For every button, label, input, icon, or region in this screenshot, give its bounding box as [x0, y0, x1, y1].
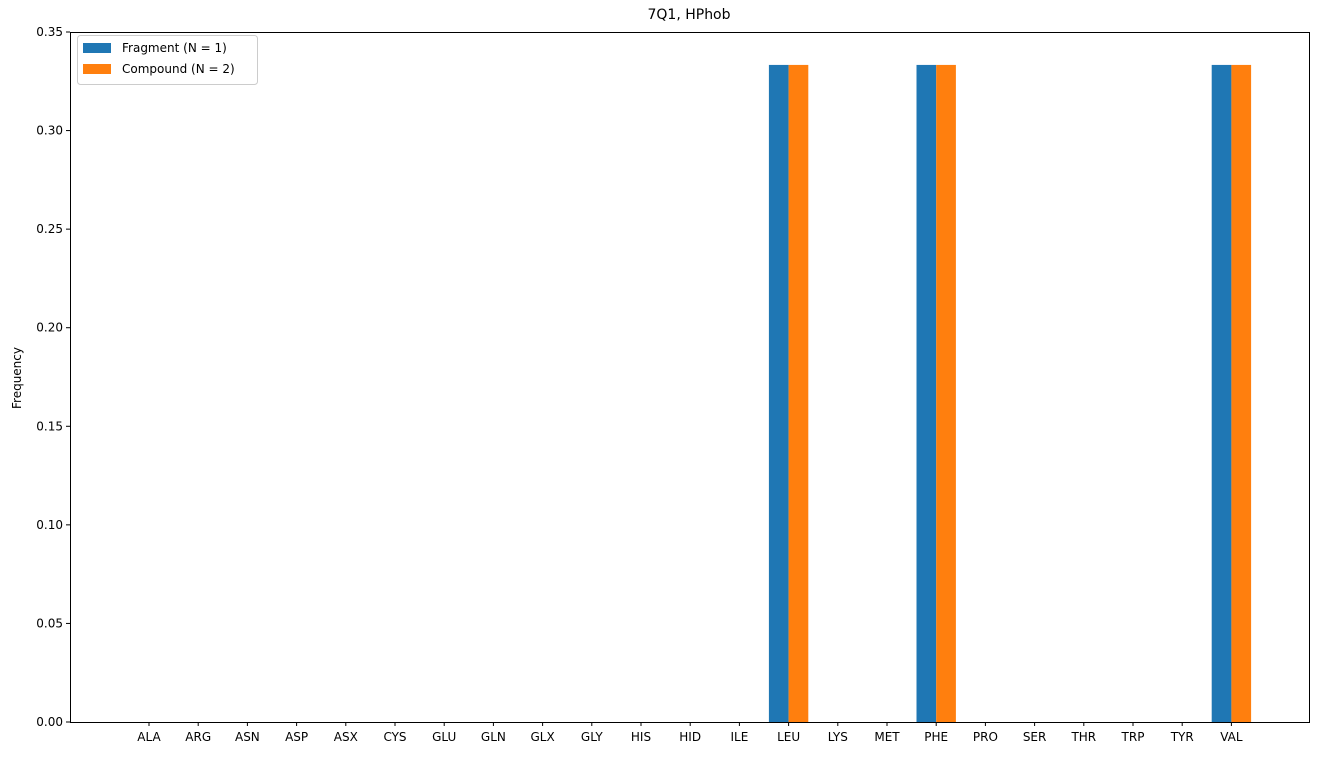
legend-swatch-fragment — [83, 43, 111, 53]
y-ticks-group: 0.00 0.05 0.10 0.15 0.20 0.25 0.30 0.35 — [36, 25, 70, 729]
x-tick-label: GLX — [530, 730, 554, 744]
x-tick-label: GLU — [432, 730, 456, 744]
y-tick-label: 0.35 — [36, 25, 63, 39]
x-tick-label: PHE — [924, 730, 948, 744]
x-tick-label: GLY — [581, 730, 603, 744]
y-axis-label: Frequency — [10, 347, 24, 409]
y-tick-label: 0.15 — [36, 419, 63, 433]
x-tick-label: PRO — [973, 730, 998, 744]
y-tick-label: 0.00 — [36, 715, 63, 729]
chart-title: 7Q1, HPhob — [647, 7, 730, 23]
x-tick-label: THR — [1070, 730, 1096, 744]
x-tick-label: LYS — [828, 730, 848, 744]
x-tick-label: HID — [679, 730, 701, 744]
legend-box — [77, 35, 258, 85]
x-tick-label: SER — [1023, 730, 1047, 744]
y-tick-label: 0.25 — [36, 222, 63, 236]
legend: Fragment (N = 1) Compound (N = 2) — [77, 35, 258, 85]
x-tick-label: HIS — [631, 730, 651, 744]
y-tick-label: 0.10 — [36, 518, 63, 532]
x-tick-label: TYR — [1170, 730, 1194, 744]
y-tick-label: 0.05 — [36, 616, 63, 630]
x-ticks-group: ALA ARG ASN ASP ASX CYS GLU GLN GLX GLY HIS HID ILE L… — [137, 722, 1243, 744]
x-tick-label: CYS — [383, 730, 406, 744]
bar-compound-val — [1231, 64, 1252, 723]
bar-fragment-phe — [916, 64, 937, 723]
x-tick-label: MET — [874, 730, 900, 744]
x-tick-label: ALA — [137, 730, 161, 744]
x-tick-label: LEU — [777, 730, 800, 744]
bars-group — [768, 64, 1252, 723]
x-tick-label: ARG — [185, 730, 211, 744]
x-tick-label: ASX — [334, 730, 358, 744]
x-tick-label: GLN — [481, 730, 506, 744]
x-tick-label: VAL — [1220, 730, 1243, 744]
y-tick-label: 0.30 — [36, 124, 63, 138]
bar-fragment-leu — [768, 64, 789, 723]
bar-compound-phe — [936, 64, 956, 723]
bar-compound-leu — [788, 64, 809, 723]
x-tick-label: TRP — [1121, 730, 1145, 744]
legend-label-fragment: Fragment (N = 1) — [122, 41, 227, 55]
legend-label-compound: Compound (N = 2) — [122, 62, 235, 76]
plot-frame — [70, 32, 1310, 723]
x-tick-label: ILE — [730, 730, 748, 744]
x-tick-label: ASP — [285, 730, 308, 744]
legend-swatch-compound — [83, 64, 111, 74]
x-tick-label: ASN — [235, 730, 260, 744]
bar-fragment-val — [1211, 64, 1232, 723]
y-tick-label: 0.20 — [36, 321, 63, 335]
